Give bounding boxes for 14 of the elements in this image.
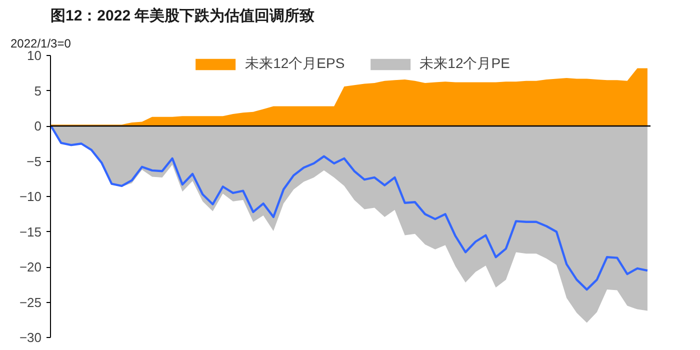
line-series <box>50 124 649 291</box>
y-tick-label: −25 <box>19 294 42 310</box>
y-tick-label: −30 <box>19 330 42 345</box>
y-tick-label: −15 <box>19 224 42 240</box>
legend-label: 未来12个月PE <box>420 55 510 73</box>
chart-title: 图12：2022 年美股下跌为估值回调所致 <box>50 6 315 24</box>
text: 2022/1/3=0 <box>10 36 72 50</box>
y-tick-label: 5 <box>34 83 42 98</box>
y-tick-label: −10 <box>19 189 42 204</box>
y-tick-label: 0 <box>34 118 42 134</box>
y-tick-label: 10 <box>27 48 42 63</box>
y-tick-label: −20 <box>19 260 42 274</box>
y-tick-label: −5 <box>26 154 42 169</box>
legend-label: 未来12个月EPS <box>245 55 345 73</box>
